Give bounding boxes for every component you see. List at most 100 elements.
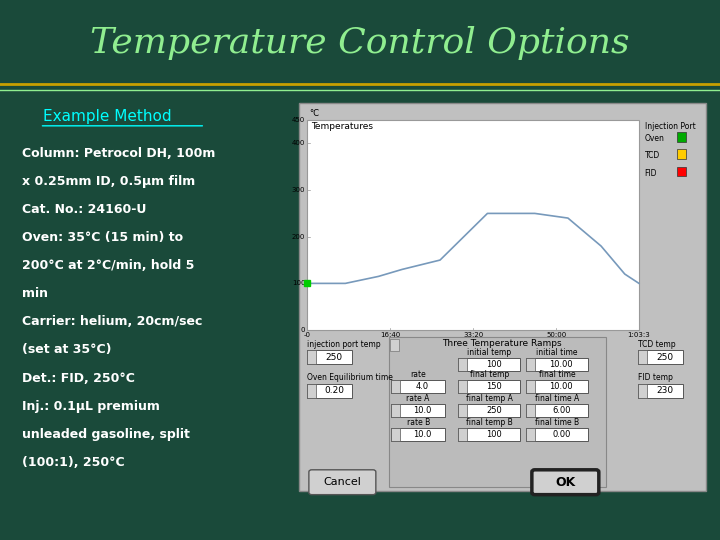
- Text: 100: 100: [486, 430, 502, 440]
- Text: x 0.25mm ID, 0.5μm film: x 0.25mm ID, 0.5μm film: [22, 175, 195, 188]
- Text: Oven Equilibrium time: Oven Equilibrium time: [307, 374, 393, 382]
- Text: Det.: FID, 250°C: Det.: FID, 250°C: [22, 372, 135, 384]
- Bar: [526, 404, 588, 417]
- Text: FID: FID: [644, 168, 657, 178]
- Text: 33:20: 33:20: [463, 332, 483, 338]
- Text: min: min: [22, 287, 48, 300]
- Text: TCD temp: TCD temp: [639, 340, 676, 349]
- Bar: [639, 350, 683, 364]
- Text: TCD: TCD: [644, 151, 660, 160]
- Text: final time: final time: [539, 370, 575, 379]
- Text: 50:00: 50:00: [546, 332, 566, 338]
- Bar: [526, 428, 534, 441]
- Text: Carrier: helium, 20cm/sec: Carrier: helium, 20cm/sec: [22, 315, 202, 328]
- Text: 450: 450: [292, 117, 305, 123]
- Text: 400: 400: [292, 140, 305, 146]
- Bar: [639, 350, 647, 364]
- Bar: [639, 383, 647, 397]
- Text: Oven: 35°C (15 min) to: Oven: 35°C (15 min) to: [22, 231, 183, 244]
- Text: Inj.: 0.1μL premium: Inj.: 0.1μL premium: [22, 400, 159, 413]
- Text: 250: 250: [486, 406, 502, 415]
- Text: Example Method: Example Method: [43, 109, 172, 124]
- Bar: [459, 358, 467, 371]
- Bar: [459, 358, 521, 371]
- Text: 4.0: 4.0: [416, 382, 429, 391]
- Bar: [390, 339, 399, 350]
- Text: OK: OK: [555, 476, 575, 489]
- Text: 0.20: 0.20: [324, 386, 344, 395]
- Bar: [526, 358, 588, 371]
- Text: 1:03:3: 1:03:3: [628, 332, 650, 338]
- Bar: [459, 404, 521, 417]
- Text: 250: 250: [325, 353, 343, 362]
- Text: Temperature Control Options: Temperature Control Options: [90, 26, 630, 60]
- Text: 10.00: 10.00: [549, 360, 573, 369]
- Text: 100: 100: [292, 280, 305, 286]
- Text: °C: °C: [309, 109, 319, 118]
- Text: final temp: final temp: [470, 370, 509, 379]
- Text: 10.0: 10.0: [413, 430, 432, 440]
- Bar: [526, 358, 534, 371]
- Text: rate: rate: [410, 370, 426, 379]
- Text: 10.00: 10.00: [549, 382, 573, 391]
- Text: 0: 0: [301, 327, 305, 333]
- Text: final time B: final time B: [535, 418, 579, 427]
- Text: Cancel: Cancel: [323, 477, 361, 487]
- Bar: [391, 380, 400, 393]
- Bar: [677, 166, 685, 176]
- Bar: [526, 380, 588, 393]
- Bar: [391, 404, 400, 417]
- Text: unleaded gasoline, split: unleaded gasoline, split: [22, 428, 189, 441]
- Text: injection port temp: injection port temp: [307, 340, 381, 349]
- Bar: [677, 149, 685, 159]
- Text: -0: -0: [304, 332, 311, 338]
- Text: 200°C at 2°C/min, hold 5: 200°C at 2°C/min, hold 5: [22, 259, 194, 272]
- Bar: [307, 350, 316, 364]
- Bar: [391, 380, 446, 393]
- Text: FID temp: FID temp: [639, 374, 673, 382]
- Text: 10.0: 10.0: [413, 406, 432, 415]
- Bar: [307, 350, 352, 364]
- Text: Hr:Min:Sec: Hr:Min:Sec: [451, 342, 496, 351]
- Text: 100: 100: [486, 360, 502, 369]
- Text: initial time: initial time: [536, 348, 577, 357]
- Text: 200: 200: [292, 234, 305, 240]
- Text: Cat. No.: 24160-U: Cat. No.: 24160-U: [22, 203, 146, 216]
- Bar: [391, 404, 446, 417]
- Text: final temp B: final temp B: [466, 418, 513, 427]
- Bar: [391, 428, 446, 441]
- Text: 300: 300: [292, 187, 305, 193]
- Text: 6.00: 6.00: [552, 406, 570, 415]
- Bar: [299, 103, 706, 491]
- FancyBboxPatch shape: [309, 470, 376, 495]
- Text: final temp A: final temp A: [466, 394, 513, 403]
- Bar: [307, 383, 352, 397]
- Bar: [459, 428, 521, 441]
- Text: (100:1), 250°C: (100:1), 250°C: [22, 456, 125, 469]
- Bar: [526, 404, 534, 417]
- Bar: [639, 383, 683, 397]
- Text: rate B: rate B: [407, 418, 430, 427]
- Text: 0.00: 0.00: [552, 430, 570, 440]
- Bar: [459, 404, 467, 417]
- Text: Temperatures: Temperatures: [311, 122, 373, 131]
- Text: Oven: Oven: [644, 134, 665, 143]
- Bar: [307, 383, 316, 397]
- Text: 150: 150: [486, 382, 502, 391]
- Bar: [526, 380, 534, 393]
- Text: 230: 230: [657, 386, 674, 395]
- Bar: [459, 428, 467, 441]
- Bar: [526, 428, 588, 441]
- Bar: [459, 380, 521, 393]
- Text: 16:40: 16:40: [380, 332, 400, 338]
- Bar: [307, 120, 639, 330]
- Text: initial temp: initial temp: [467, 348, 511, 357]
- Text: final time A: final time A: [535, 394, 579, 403]
- Bar: [391, 428, 400, 441]
- Text: Column: Petrocol DH, 100m: Column: Petrocol DH, 100m: [22, 147, 215, 160]
- Bar: [389, 336, 606, 487]
- Bar: [677, 132, 685, 141]
- FancyBboxPatch shape: [532, 470, 599, 495]
- Text: Three Temperature Ramps: Three Temperature Ramps: [442, 339, 562, 348]
- Text: Injection Port: Injection Port: [644, 122, 696, 131]
